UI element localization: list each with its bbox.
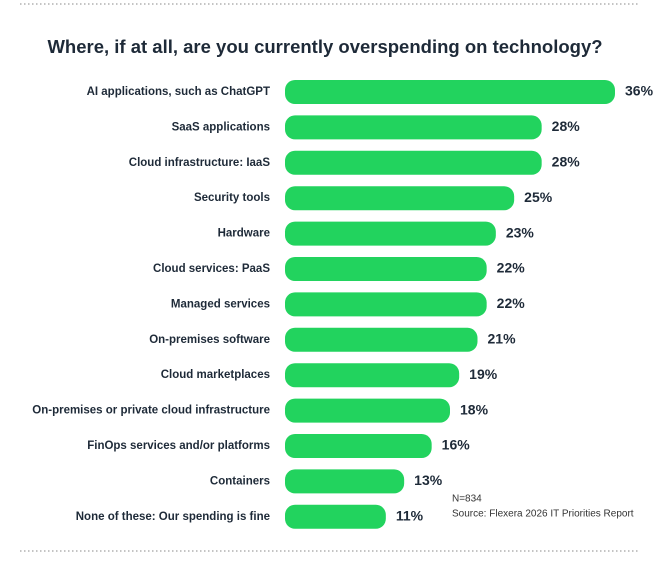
category-label: None of these: Our spending is fine <box>76 511 270 523</box>
annotation: Source: Flexera 2026 IT Priorities Repor… <box>452 509 634 520</box>
value-label: 11% <box>396 508 424 524</box>
category-label: FinOps services and/or platforms <box>87 440 270 452</box>
value-label: 13% <box>414 472 443 488</box>
bar <box>285 398 450 423</box>
bar <box>285 327 478 352</box>
category-label: On-premises or private cloud infrastruct… <box>32 405 270 417</box>
category-label: Cloud services: PaaS <box>153 263 270 275</box>
bar <box>285 186 515 211</box>
value-label: 16% <box>442 437 471 453</box>
category-label: SaaS applications <box>172 121 270 133</box>
annotation: N=834 <box>452 494 482 505</box>
value-label: 36% <box>625 83 654 99</box>
bar <box>285 221 496 246</box>
value-label: 25% <box>524 189 553 205</box>
bar <box>285 115 542 140</box>
value-label: 18% <box>460 401 489 417</box>
chart-title: Where, if at all, are you currently over… <box>47 36 602 57</box>
value-label: 22% <box>497 260 526 276</box>
bar <box>285 292 487 317</box>
category-label: Containers <box>210 475 270 487</box>
value-label: 22% <box>497 295 526 311</box>
bar <box>285 80 615 104</box>
value-label: 23% <box>506 224 535 240</box>
value-label: 21% <box>488 331 517 347</box>
value-label: 28% <box>552 118 581 134</box>
bar <box>285 363 460 388</box>
bar <box>285 257 487 281</box>
category-label: Security tools <box>194 192 270 204</box>
bar <box>285 504 386 529</box>
bar <box>285 150 542 175</box>
category-label: Cloud infrastructure: IaaS <box>129 157 271 169</box>
category-label: Managed services <box>171 298 270 310</box>
category-label: Hardware <box>218 228 270 240</box>
bar <box>285 434 432 458</box>
bar <box>285 469 405 494</box>
value-label: 19% <box>469 366 498 382</box>
category-label: On-premises software <box>149 334 270 346</box>
category-label: AI applications, such as ChatGPT <box>87 86 270 98</box>
category-label: Cloud marketplaces <box>161 369 270 381</box>
value-label: 28% <box>552 154 581 170</box>
